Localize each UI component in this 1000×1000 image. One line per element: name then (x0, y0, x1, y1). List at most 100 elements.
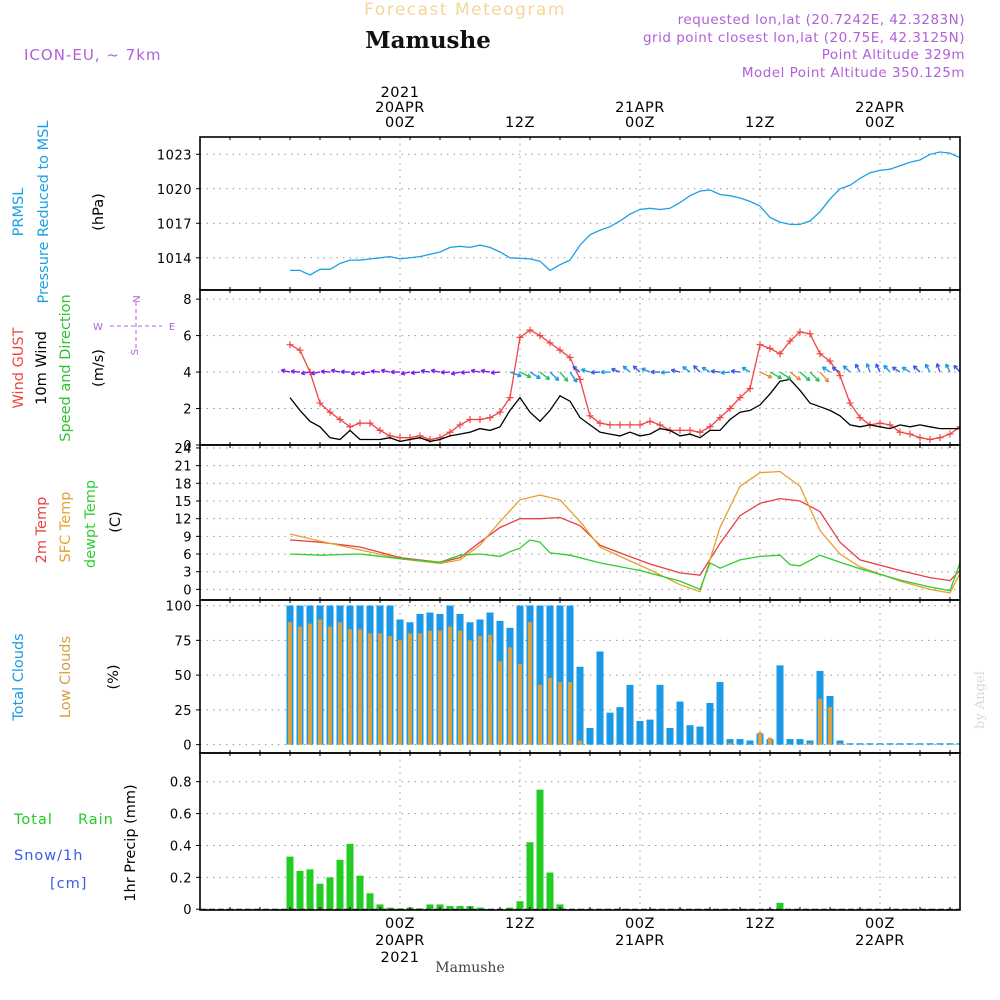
wind-direction-arrow (822, 366, 831, 373)
bar-low-clouds (348, 629, 352, 745)
wind-direction-arrow (331, 369, 341, 373)
wind-direction-arrow (875, 363, 881, 373)
point-altitude: Point Altitude 329m (822, 47, 965, 63)
bar-low-clouds (488, 634, 492, 745)
ytick-label-clouds: 100 (166, 600, 192, 615)
bar-total-clouds (636, 721, 644, 745)
wind-arrow-head (320, 369, 325, 375)
bar-total-clouds (726, 739, 734, 745)
ytick-label-clouds: 0 (183, 739, 192, 754)
gust-marker (486, 414, 494, 422)
bar-total-rain (526, 842, 534, 910)
wind-arrow-head (777, 374, 782, 380)
precip-snow-label: Snow/1h (14, 848, 83, 864)
wind-direction-arrow (660, 371, 671, 374)
wind-arrow-head (741, 366, 747, 372)
gust-marker (676, 426, 684, 434)
wind-arrow-head (901, 366, 907, 372)
bottom-time-label: 21APR (615, 933, 665, 949)
bar-low-clouds (418, 633, 422, 745)
gust-marker (576, 375, 584, 383)
bottom-time-label: 12Z (745, 916, 775, 932)
wind-arrow-head (290, 369, 295, 375)
temp-dewpt-label: dewpt Temp (83, 480, 99, 568)
bar-low-clouds (828, 707, 832, 745)
wind-direction-arrow (866, 363, 871, 373)
pressure-msl-label: Pressure Reduced to MSL (36, 121, 52, 304)
gust-marker (336, 415, 344, 423)
bar-total-rain (546, 872, 554, 910)
wind-direction-arrow (701, 366, 711, 373)
bar-total-clouds (886, 743, 894, 745)
gust-marker (706, 423, 714, 431)
wind-direction-arrow (622, 365, 631, 373)
wind-arrow-head (984, 366, 988, 370)
bar-low-clouds (518, 663, 522, 745)
wind-direction-arrow (290, 370, 301, 373)
wind-arrow-head (720, 370, 725, 376)
wind-10m-label: 10m Wind (34, 331, 50, 405)
wind-arrow-head (912, 365, 918, 370)
wind-direction-arrow (710, 370, 721, 373)
gust-marker (956, 423, 960, 431)
bar-low-clouds (838, 743, 842, 745)
bar-total-rain (556, 904, 564, 910)
gust-marker (646, 417, 654, 425)
bar-low-clouds (408, 633, 412, 745)
gust-marker (376, 426, 384, 434)
ytick-label-precip: 0.6 (170, 808, 192, 823)
wind-direction-arrow (381, 369, 391, 373)
bar-low-clouds (468, 640, 472, 745)
bar-low-clouds (368, 633, 372, 745)
wind-arrow-head (730, 368, 736, 374)
top-time-label: 00Z (385, 115, 415, 131)
top-time-label: 22APR (855, 100, 905, 116)
gust-marker (566, 353, 574, 361)
wind-direction-arrow (569, 371, 578, 383)
bar-total-clouds (566, 605, 574, 745)
bar-total-rain (286, 856, 294, 910)
panel-labels: PRMSL Pressure Reduced to MSL (hPa) Wind GU… (11, 121, 139, 902)
ytick-label-temperature: 9 (183, 530, 192, 545)
wind-direction-arrow (611, 368, 621, 373)
bar-total-clouds (696, 726, 704, 745)
bar-total-clouds (977, 742, 984, 745)
bar-low-clouds (728, 743, 732, 745)
wind-arrow-head (815, 377, 820, 382)
bar-low-clouds (538, 684, 542, 745)
bar-total-rain (506, 907, 514, 910)
ytick-label-temperature: 6 (183, 548, 192, 563)
wind-direction-arrow (996, 364, 1000, 372)
bar-low-clouds (808, 743, 812, 745)
wind-arrow-head (430, 368, 436, 374)
panel-pressure: 1014 1017 1020 1023 (157, 136, 961, 291)
wind-unit-label: (m/s) (91, 349, 107, 387)
wind-arrow-head (701, 366, 707, 372)
ytick-label-precip: 0.8 (170, 776, 192, 791)
bar-low-clouds (438, 630, 442, 745)
wind-direction-arrow (854, 363, 861, 373)
wind-direction-arrow (301, 371, 311, 375)
panel-clouds: 0 25 50 75 100 (166, 599, 984, 754)
wind-arrow-head (891, 366, 897, 371)
bar-total-clouds (606, 712, 614, 745)
wind-arrow-head (450, 370, 456, 376)
wind-direction-arrow (759, 371, 773, 379)
gust-marker (776, 350, 784, 358)
wind-arrow-head (572, 365, 578, 371)
wind-direction-arrow (420, 370, 431, 373)
wind-arrow-head (490, 370, 495, 376)
wind-arrow-head (650, 369, 655, 375)
wind-arrow-head (380, 368, 386, 374)
gust-marker (856, 414, 864, 422)
prmsl-label: PRMSL (11, 188, 27, 237)
ytick-label-wind: 8 (183, 293, 192, 308)
bottom-time-label: 2021 (381, 950, 420, 966)
wind-arrow-head (400, 370, 406, 376)
wind-arrow-head (692, 365, 698, 370)
wind-arrow-head (710, 368, 715, 374)
bar-total-clouds (536, 605, 544, 745)
gust-marker (886, 421, 894, 429)
ytick-label-clouds: 25 (174, 704, 192, 719)
precip-rain-label: Rain (78, 812, 114, 828)
